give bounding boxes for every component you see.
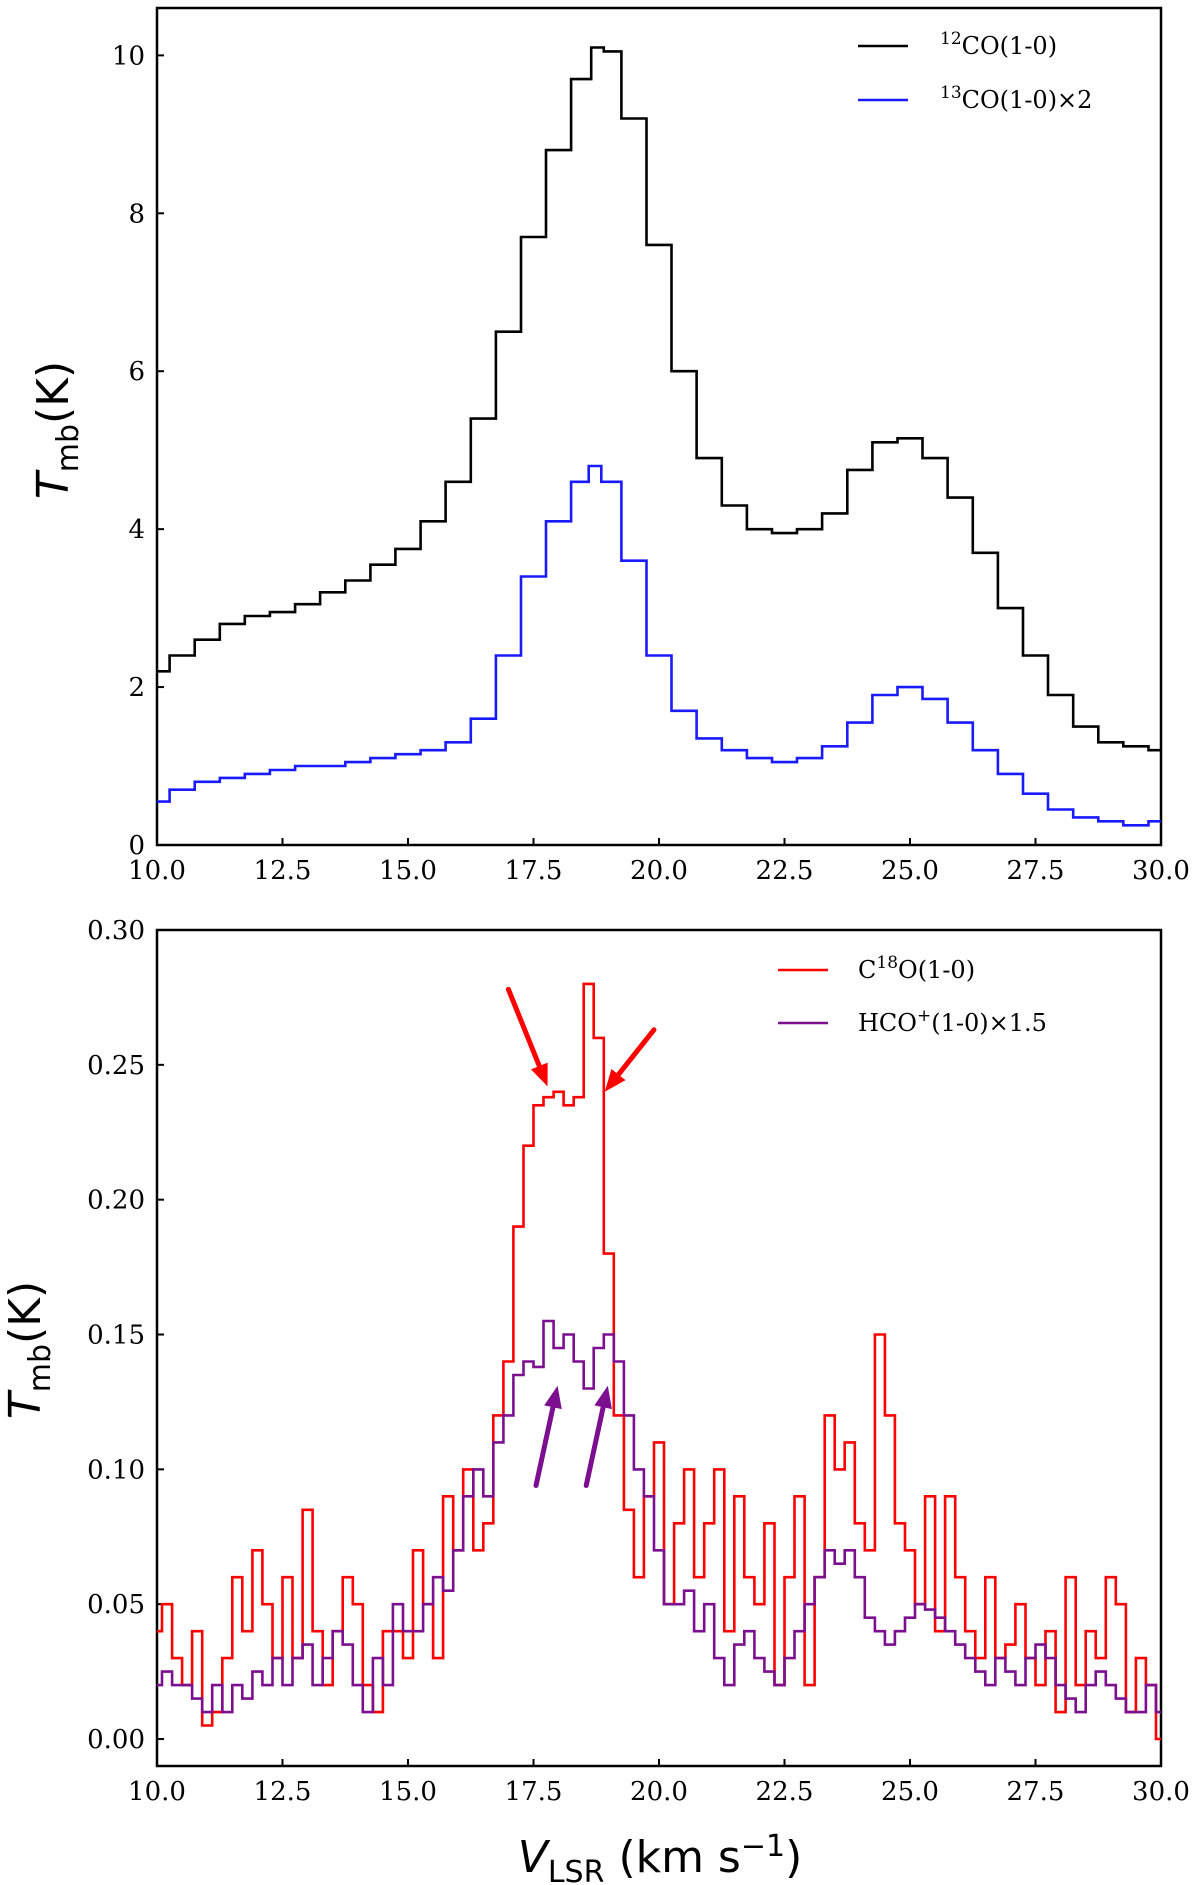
annotation-arrow-shaft-3	[583, 1404, 606, 1489]
top-x-tick-label-4: 20.0	[630, 856, 688, 886]
bottom-y-tick-label-6: 0.30	[87, 916, 145, 946]
series-hco-1-0-x1-5	[157, 1319, 1161, 1714]
legend-label-hco: HCO+(1-0)×1.5	[858, 1006, 1047, 1037]
bottom-plot-frame	[155, 928, 1163, 1768]
top-y-tick-label-0: 0	[128, 831, 145, 861]
top-y-tick-label-3: 6	[128, 357, 145, 387]
bottom-y-tick-label-4: 0.20	[87, 1186, 145, 1216]
top-x-tick-label-8: 30.0	[1132, 856, 1190, 886]
bottom-y-tick-label-5: 0.25	[87, 1051, 145, 1081]
top-axis-ticks: 10.0 12.5 15.0 17.5 20.0 22.5 25.0 27.5 30.0 0 2 4 6…	[112, 41, 1190, 886]
bottom-legend: C18O(1-0) HCO+(1-0)×1.5	[778, 953, 1047, 1037]
bottom-x-tick-label-4: 20.0	[630, 1777, 688, 1807]
top-panel: 10.0 12.5 15.0 17.5 20.0 22.5 25.0 27.5 30.0 0 2 4 6…	[28, 6, 1190, 886]
top-x-tick-label-2: 15.0	[379, 856, 437, 886]
annotation-arrow-shaft-1	[615, 1027, 657, 1078]
top-legend: 12CO(1-0) 13CO(1-0)×2	[858, 29, 1092, 114]
legend-label-13co: 13CO(1-0)×2	[940, 83, 1092, 114]
bottom-x-tick-label-6: 25.0	[881, 1777, 939, 1807]
bottom-y-axis-label: Tmb(K)	[0, 1281, 58, 1419]
series-12co-1-0	[157, 46, 1161, 752]
annotation-arrow-head-3	[594, 1385, 612, 1410]
annotation-arrow-head-0	[530, 1062, 548, 1087]
bottom-panel: 10.0 12.5 15.0 17.5 20.0 22.5 25.0 27.5 30.0 0.00…	[0, 916, 1190, 1885]
bottom-x-tick-label-0: 10.0	[128, 1777, 186, 1807]
top-x-tick-label-7: 27.5	[1007, 856, 1065, 886]
bottom-x-tick-label-1: 12.5	[254, 1777, 312, 1807]
top-y-axis-label: Tmb(K)	[28, 361, 86, 499]
bottom-x-tick-label-2: 15.0	[379, 1777, 437, 1807]
bottom-x-tick-label-5: 22.5	[756, 1777, 814, 1807]
top-y-tick-label-4: 8	[128, 199, 145, 229]
top-x-tick-label-6: 25.0	[881, 856, 939, 886]
legend-label-c18o: C18O(1-0)	[858, 953, 975, 984]
top-series-group	[157, 46, 1161, 827]
top-x-tick-label-5: 22.5	[756, 856, 814, 886]
top-x-tick-label-3: 17.5	[505, 856, 563, 886]
bottom-y-tick-label-1: 0.05	[87, 1590, 145, 1620]
top-y-tick-label-5: 10	[112, 41, 145, 71]
annotation-arrow-shaft-0	[505, 986, 542, 1069]
series-c18o-1-0	[157, 982, 1161, 1741]
top-x-tick-label-0: 10.0	[128, 856, 186, 886]
top-y-tick-label-1: 2	[128, 673, 145, 703]
bottom-axis-ticks: 10.0 12.5 15.0 17.5 20.0 22.5 25.0 27.5 30.0 0.00…	[87, 916, 1190, 1807]
top-x-tick-label-1: 12.5	[254, 856, 312, 886]
legend-label-12co: 12CO(1-0)	[940, 29, 1057, 60]
x-axis-label: VLSR (km s−1)	[518, 1829, 803, 1885]
bottom-x-tick-label-3: 17.5	[505, 1777, 563, 1807]
annotation-arrows	[505, 986, 657, 1489]
annotation-arrow-head-1	[604, 1068, 626, 1092]
annotation-arrow-head-2	[544, 1385, 562, 1410]
bottom-y-tick-label-3: 0.15	[87, 1321, 145, 1351]
bottom-x-tick-label-7: 27.5	[1007, 1777, 1065, 1807]
bottom-y-tick-label-0: 0.00	[87, 1725, 145, 1755]
top-plot-frame	[155, 6, 1163, 847]
bottom-series-group	[157, 982, 1161, 1741]
annotation-arrow-shaft-2	[533, 1404, 556, 1489]
series-13co-1-0-x2	[157, 464, 1161, 827]
bottom-y-tick-label-2: 0.10	[87, 1455, 145, 1485]
top-y-tick-label-2: 4	[128, 515, 145, 545]
bottom-x-tick-label-8: 30.0	[1132, 1777, 1190, 1807]
